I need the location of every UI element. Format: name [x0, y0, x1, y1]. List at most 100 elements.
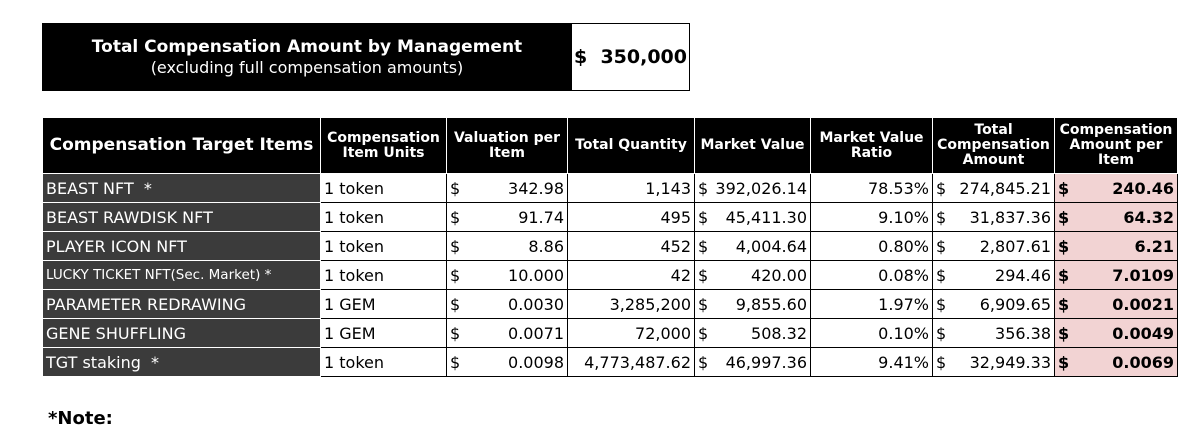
total-compensation-value: 294.46 [995, 265, 1051, 285]
total-compensation-value: 356.38 [995, 323, 1051, 343]
market-value-cell: $46,997.36 [694, 347, 811, 377]
compensation-per-item-value: 6.21 [1134, 236, 1174, 256]
compensation-per-item-value: 0.0021 [1112, 294, 1174, 314]
currency-symbol: $ [698, 323, 709, 343]
item-units: 1 GEM [320, 289, 447, 319]
currency-symbol: $ [1058, 294, 1070, 314]
currency-symbol: $ [1058, 207, 1070, 227]
market-value: 9,855.60 [735, 294, 807, 314]
valuation-cell: $10.000 [446, 260, 568, 290]
currency-symbol: $ [698, 294, 709, 314]
summary-title: Total Compensation Amount by Management [91, 37, 523, 57]
currency-symbol: $ [1058, 352, 1070, 372]
currency-symbol: $ [1058, 236, 1070, 256]
total-compensation-cell: $2,807.61 [932, 231, 1055, 261]
compensation-per-item-value: 240.46 [1112, 178, 1174, 198]
table-row: PLAYER ICON NFT 1 token $8.86 452 $4,004.64 0… [42, 231, 1178, 261]
currency-symbol: $ [450, 265, 461, 285]
item-name: BEAST RAWDISK NFT [42, 202, 321, 232]
currency-symbol: $ [698, 265, 709, 285]
quantity-cell: 72,000 [567, 318, 695, 348]
table-row: BEAST NFT * 1 token $342.98 1,143 $392,026.1… [42, 173, 1178, 203]
item-units: 1 token [320, 231, 447, 261]
item-units: 1 token [320, 202, 447, 232]
item-name: PARAMETER REDRAWING [42, 289, 321, 319]
currency-symbol: $ [1058, 323, 1070, 343]
valuation-value: 342.98 [508, 178, 564, 198]
currency-symbol: $ [936, 294, 947, 314]
summary-subtitle: (excluding full compensation amounts) [150, 58, 464, 77]
item-units: 1 token [320, 173, 447, 203]
currency-symbol: $ [450, 352, 461, 372]
total-compensation-value: 274,845.21 [959, 178, 1051, 198]
currency-symbol: $ [936, 323, 947, 343]
ratio-cell: 0.80% [810, 231, 933, 261]
valuation-cell: $342.98 [446, 173, 568, 203]
quantity-cell: 42 [567, 260, 695, 290]
total-compensation-value: 32,949.33 [969, 352, 1051, 372]
header-compensation-per-item: Compensation Amount per Item [1054, 117, 1178, 174]
market-value-cell: $508.32 [694, 318, 811, 348]
item-units: 1 GEM [320, 318, 447, 348]
table-row: BEAST RAWDISK NFT 1 token $91.74 495 $45,411… [42, 202, 1178, 232]
valuation-value: 8.86 [528, 236, 564, 256]
total-compensation-value: 31,837.36 [969, 207, 1051, 227]
ratio-cell: 0.10% [810, 318, 933, 348]
currency-symbol: $ [450, 178, 461, 198]
item-name: BEAST NFT * [42, 173, 321, 203]
compensation-per-item-cell: $0.0021 [1054, 289, 1178, 319]
currency-symbol: $ [1058, 265, 1070, 285]
ratio-cell: 9.10% [810, 202, 933, 232]
item-name: PLAYER ICON NFT [42, 231, 321, 261]
market-value: 392,026.14 [715, 178, 807, 198]
currency-symbol: $ [450, 294, 461, 314]
market-value: 46,997.36 [725, 352, 807, 372]
currency-symbol: $ [450, 236, 461, 256]
total-compensation-value: 2,807.61 [979, 236, 1051, 256]
currency-symbol: $ [698, 236, 709, 256]
valuation-cell: $0.0098 [446, 347, 568, 377]
total-compensation-cell: $274,845.21 [932, 173, 1055, 203]
market-value-cell: $392,026.14 [694, 173, 811, 203]
valuation-value: 0.0030 [508, 294, 564, 314]
quantity-cell: 1,143 [567, 173, 695, 203]
currency-symbol: $ [698, 178, 709, 198]
valuation-cell: $0.0030 [446, 289, 568, 319]
ratio-cell: 1.97% [810, 289, 933, 319]
table-row: TGT staking * 1 token $0.0098 4,773,487.62 $… [42, 347, 1178, 377]
ratio-cell: 78.53% [810, 173, 933, 203]
table-row: LUCKY TICKET NFT(Sec. Market) * 1 token $1… [42, 260, 1178, 290]
note-heading: *Note: [48, 408, 113, 429]
compensation-per-item-value: 64.32 [1123, 207, 1174, 227]
currency-symbol: $ [698, 207, 709, 227]
compensation-per-item-cell: $240.46 [1054, 173, 1178, 203]
quantity-cell: 452 [567, 231, 695, 261]
total-compensation-cell: $6,909.65 [932, 289, 1055, 319]
quantity-cell: 495 [567, 202, 695, 232]
valuation-cell: $91.74 [446, 202, 568, 232]
currency-symbol: $ [450, 323, 461, 343]
valuation-cell: $8.86 [446, 231, 568, 261]
market-value: 45,411.30 [725, 207, 807, 227]
currency-symbol: $ [936, 207, 947, 227]
table-body: BEAST NFT * 1 token $342.98 1,143 $392,026.1… [42, 173, 1178, 377]
market-value-cell: $4,004.64 [694, 231, 811, 261]
header-ratio: Market Value Ratio [810, 117, 933, 174]
currency-symbol: $ [936, 178, 947, 198]
total-compensation-cell: $31,837.36 [932, 202, 1055, 232]
header-item: Compensation Target Items [42, 117, 321, 174]
compensation-table: Compensation Target Items Compensation I… [42, 117, 1178, 377]
quantity-cell: 3,285,200 [567, 289, 695, 319]
valuation-value: 0.0098 [508, 352, 564, 372]
currency-symbol: $ [936, 265, 947, 285]
compensation-per-item-cell: $0.0069 [1054, 347, 1178, 377]
market-value: 420.00 [751, 265, 807, 285]
header-valuation: Valuation per Item [446, 117, 568, 174]
market-value: 508.32 [751, 323, 807, 343]
quantity-cell: 4,773,487.62 [567, 347, 695, 377]
market-value-cell: $420.00 [694, 260, 811, 290]
currency-symbol: $ [936, 352, 947, 372]
table-row: PARAMETER REDRAWING 1 GEM $0.0030 3,285,200… [42, 289, 1178, 319]
item-units: 1 token [320, 260, 447, 290]
item-name: LUCKY TICKET NFT(Sec. Market) * [42, 260, 321, 290]
